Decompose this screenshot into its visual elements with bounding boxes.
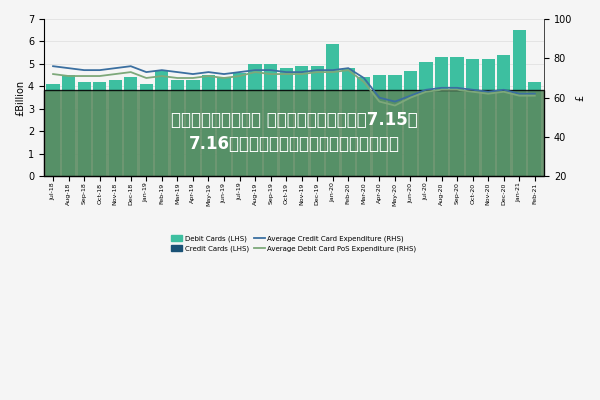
Bar	[451, 57, 464, 176]
Bar	[482, 60, 495, 176]
Bar	[435, 80, 448, 176]
Bar	[280, 78, 293, 176]
Bar	[466, 60, 479, 176]
Bar	[248, 75, 262, 176]
Bar	[264, 78, 277, 176]
Bar	[342, 68, 355, 176]
Bar	[342, 73, 355, 176]
Bar	[202, 75, 215, 176]
Bar	[140, 84, 153, 176]
FancyBboxPatch shape	[44, 90, 544, 176]
Bar	[528, 82, 541, 176]
Bar	[217, 86, 230, 176]
Bar	[482, 82, 495, 176]
Bar	[217, 78, 230, 176]
Legend: Debit Cards (LHS), Credit Cards (LHS), Average Credit Card Expenditure (RHS), Av: Debit Cards (LHS), Credit Cards (LHS), A…	[169, 232, 419, 255]
Bar	[109, 86, 122, 176]
Bar	[388, 93, 401, 176]
Bar	[233, 73, 246, 176]
Bar	[451, 80, 464, 176]
Bar	[109, 80, 122, 176]
Bar	[155, 71, 169, 176]
Bar	[512, 30, 526, 176]
Bar	[202, 84, 215, 176]
Bar	[419, 62, 433, 176]
Y-axis label: £Billion: £Billion	[15, 80, 25, 116]
Bar	[373, 93, 386, 176]
Bar	[46, 84, 59, 176]
Bar	[280, 68, 293, 176]
Bar	[419, 84, 433, 176]
Bar	[326, 73, 340, 176]
Bar	[497, 55, 511, 176]
Bar	[326, 44, 340, 176]
Bar	[512, 84, 526, 176]
Bar	[295, 78, 308, 176]
Bar	[187, 80, 200, 176]
Bar	[93, 89, 106, 176]
Bar	[404, 89, 417, 176]
Bar	[357, 78, 370, 176]
Bar	[77, 86, 91, 176]
Bar	[497, 78, 511, 176]
Y-axis label: £: £	[575, 94, 585, 101]
Bar	[248, 64, 262, 176]
Text: 怎样找股票配资客户 离岸人民币一日内连破7.15、
7.16两大关口，中美利差或重归主导因素？: 怎样找股票配资客户 离岸人民币一日内连破7.15、 7.16两大关口，中美利差或…	[170, 112, 418, 153]
Bar	[187, 86, 200, 176]
Bar	[357, 86, 370, 176]
Bar	[404, 71, 417, 176]
Bar	[233, 82, 246, 176]
Bar	[264, 64, 277, 176]
Bar	[373, 75, 386, 176]
Bar	[46, 86, 59, 176]
Bar	[171, 86, 184, 176]
Bar	[388, 75, 401, 176]
Bar	[62, 75, 75, 176]
Bar	[528, 89, 541, 176]
Bar	[77, 82, 91, 176]
Bar	[155, 82, 169, 176]
Bar	[295, 66, 308, 176]
Bar	[124, 84, 137, 176]
Bar	[93, 82, 106, 176]
Bar	[140, 89, 153, 176]
Bar	[435, 57, 448, 176]
Bar	[311, 66, 324, 176]
Bar	[171, 80, 184, 176]
Bar	[466, 82, 479, 176]
Bar	[311, 75, 324, 176]
Bar	[124, 78, 137, 176]
Bar	[62, 84, 75, 176]
